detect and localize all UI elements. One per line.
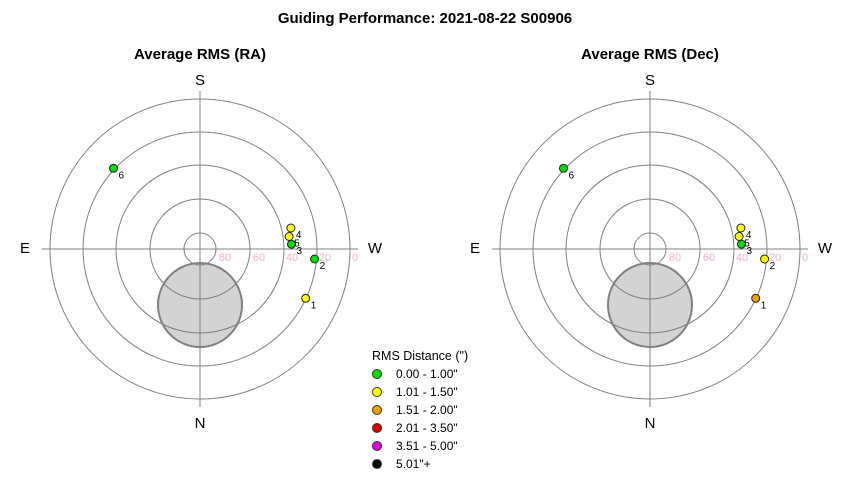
data-point-label: 5 [294,239,300,250]
legend-item: 2.01 - 3.50" [372,419,468,437]
data-point-label: 1 [311,300,317,311]
altitude-tick-label: 20 [319,252,331,264]
data-point-label: 2 [320,261,326,272]
altitude-tick-label: 80 [669,252,681,264]
legend: RMS Distance (") 0.00 - 1.00" 1.01 - 1.50… [372,349,468,473]
legend-item: 5.01"+ [372,455,468,473]
legend-label: 1.01 - 1.50" [396,385,458,399]
data-point [109,163,118,173]
data-point [310,254,320,264]
legend-label: 2.01 - 3.50" [396,421,458,435]
ra-polar-chart: S N E W 80 60 40 20 0 1 2 3 45 6 [20,72,383,432]
altitude-tick-label: 0 [352,252,358,264]
data-point-label: 3 [297,246,303,257]
legend-label: 5.01"+ [396,457,431,471]
compass-south-label: S [195,72,205,89]
compass-south-label: S [645,72,655,89]
compass-east-label: E [20,240,30,257]
data-point-label: 3 [747,246,753,257]
legend-swatch-icon [372,405,382,415]
data-point-label: 2 [770,261,776,272]
ra-chart-title: Average RMS (RA) [134,46,266,63]
data-point [284,232,294,241]
dec-polar-chart: S N E W 80 60 40 20 0 1 2 3 45 6 [470,72,833,432]
legend-swatch-icon [372,459,382,469]
legend-item: 1.51 - 2.00" [372,401,468,419]
altitude-tick-label: 0 [802,252,808,264]
altitude-tick-label: 40 [736,252,748,264]
data-point [559,163,568,173]
legend-label: 0.00 - 1.00" [396,367,458,381]
legend-label: 1.51 - 2.00" [396,403,458,417]
data-point-label: 4 [296,230,302,241]
legend-swatch-icon [372,387,382,397]
compass-north-label: N [195,415,206,432]
data-point [760,254,770,264]
page-title: Guiding Performance: 2021-08-22 S00906 [277,10,573,27]
legend-items: 0.00 - 1.00" 1.01 - 1.50" 1.51 - 2.00" 2.01… [372,365,468,473]
data-point-label: 4 [746,230,752,241]
legend-swatch-icon [372,441,382,451]
legend-swatch-icon [372,423,382,433]
legend-swatch-icon [372,369,382,379]
compass-west-label: W [818,240,833,257]
data-point [734,232,744,241]
altitude-tick-label: 20 [769,252,781,264]
data-point [286,223,296,233]
altitude-tick-label: 80 [219,252,231,264]
compass-east-label: E [470,240,480,257]
data-point [736,223,746,233]
legend-title: RMS Distance (") [372,349,469,363]
legend-item: 1.01 - 1.50" [372,383,468,401]
altitude-tick-label: 60 [253,252,265,264]
data-point-label: 6 [569,170,575,181]
compass-west-label: W [368,240,383,257]
legend-label: 3.51 - 5.00" [396,439,458,453]
data-point-label: 1 [761,300,767,311]
compass-north-label: N [645,415,656,432]
altitude-tick-label: 40 [286,252,298,264]
data-point [751,293,761,303]
data-point [301,293,311,303]
altitude-tick-label: 60 [703,252,715,264]
legend-item: 0.00 - 1.00" [372,365,468,383]
dec-chart-title: Average RMS (Dec) [581,46,719,63]
legend-item: 3.51 - 5.00" [372,437,468,455]
data-point-label: 6 [119,170,125,181]
data-point-label: 5 [744,239,750,250]
